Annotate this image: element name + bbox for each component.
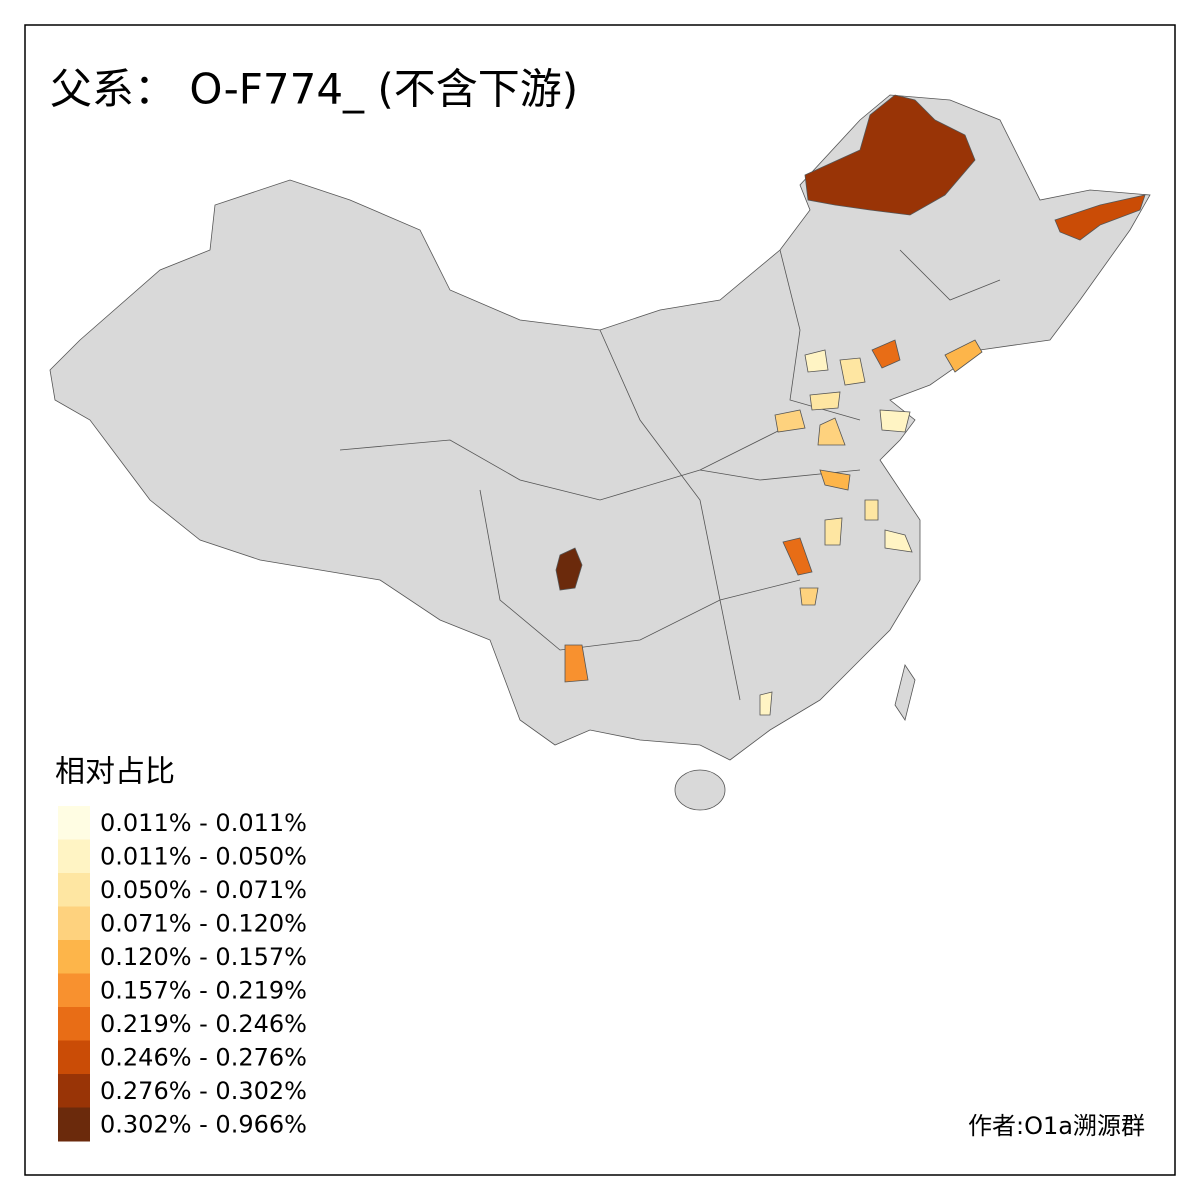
region — [839, 357, 866, 386]
map — [49, 94, 1151, 811]
legend-label: 0.071% - 0.120% — [100, 910, 307, 938]
region — [944, 339, 983, 373]
region — [884, 529, 913, 553]
taiwan — [894, 664, 916, 721]
legend-swatch — [58, 1074, 90, 1108]
country-outline — [49, 94, 1151, 761]
legend: 0.011% - 0.011% 0.011% - 0.050% 0.050% - 0… — [58, 806, 307, 1142]
legend-swatch — [58, 1007, 90, 1041]
region — [817, 417, 846, 446]
region — [809, 391, 841, 411]
region — [1054, 194, 1146, 241]
legend-label: 0.120% - 0.157% — [100, 943, 307, 971]
legend-label: 0.050% - 0.071% — [100, 876, 307, 904]
region — [804, 349, 829, 373]
region — [555, 547, 583, 591]
legend-swatch — [58, 906, 90, 941]
legend-swatch — [58, 973, 90, 1008]
title: 父系： O-F774_ (不含下游) — [50, 65, 578, 114]
hainan — [674, 769, 726, 811]
legend-swatch — [58, 940, 90, 974]
province-borders — [339, 249, 1001, 701]
region — [774, 409, 806, 433]
credit: 作者:O1a溯源群 — [968, 1112, 1145, 1140]
region — [759, 691, 773, 716]
region — [824, 517, 843, 546]
legend-title: 相对占比 — [55, 755, 175, 790]
region — [819, 469, 851, 491]
legend-label: 0.219% - 0.246% — [100, 1010, 307, 1038]
legend-swatch — [58, 839, 90, 874]
legend-label: 0.302% - 0.966% — [100, 1111, 307, 1139]
region — [564, 644, 589, 683]
legend-swatch — [58, 806, 90, 840]
legend-swatch — [58, 1040, 90, 1075]
legend-label: 0.246% - 0.276% — [100, 1044, 307, 1072]
region — [879, 409, 911, 433]
legend-label: 0.011% - 0.050% — [100, 843, 307, 871]
legend-label: 0.011% - 0.011% — [100, 809, 307, 837]
region — [871, 339, 901, 369]
legend-label: 0.157% - 0.219% — [100, 977, 307, 1005]
legend-swatch — [58, 873, 90, 907]
region — [799, 587, 819, 606]
region — [864, 499, 879, 521]
legend-label: 0.276% - 0.302% — [100, 1077, 307, 1105]
region — [782, 537, 813, 576]
region — [804, 94, 976, 216]
legend-swatch — [58, 1107, 90, 1142]
